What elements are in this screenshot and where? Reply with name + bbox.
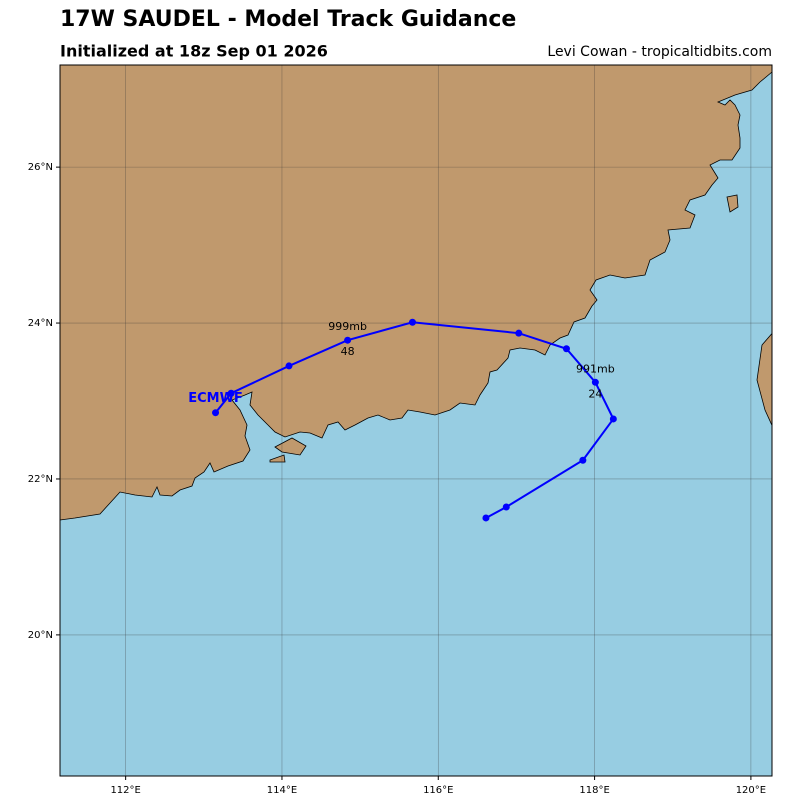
track-point	[408, 318, 416, 326]
x-tick-label: 118°E	[579, 785, 609, 796]
island	[269, 454, 286, 463]
hour-label: 48	[341, 345, 355, 358]
land	[60, 65, 772, 521]
credit: Levi Cowan - tropicaltidbits.com	[547, 44, 772, 60]
x-tick-label: 112°E	[110, 785, 140, 796]
y-tick-label: 20°N	[28, 630, 53, 641]
y-tick-label: 24°N	[28, 318, 53, 329]
x-tick-label: 116°E	[423, 785, 453, 796]
track-point	[591, 378, 599, 386]
track-point	[609, 415, 617, 423]
track-point	[579, 456, 587, 464]
x-tick-label: 120°E	[736, 785, 766, 796]
map-area: ECMWF 991mb 24 999mb 48	[60, 65, 772, 776]
hour-label: 24	[588, 387, 602, 400]
subtitle: Initialized at 18z Sep 01 2026	[60, 42, 328, 61]
track-line	[214, 321, 615, 519]
map-frame	[59, 64, 773, 777]
tracks: ECMWF 991mb 24 999mb 48	[188, 318, 617, 522]
island	[756, 332, 772, 427]
track-point	[515, 329, 523, 337]
model-label: ECMWF	[188, 391, 243, 406]
track-point	[212, 409, 220, 417]
pressure-label: 991mb	[576, 362, 615, 375]
pressure-label: 999mb	[328, 320, 367, 333]
track-point	[562, 345, 570, 353]
track-point	[227, 389, 235, 397]
x-tick-label: 114°E	[267, 785, 297, 796]
y-tick-label: 26°N	[28, 162, 53, 173]
track-point	[502, 503, 510, 511]
track-point	[285, 362, 293, 370]
track-point	[482, 514, 490, 522]
axis-labels: 112°E 114°E 116°E 118°E 120°E 20°N 22°N 24°N 26°…	[28, 162, 766, 796]
title: 17W SAUDEL - Model Track Guidance	[60, 7, 516, 32]
island	[726, 194, 739, 213]
y-tick-label: 22°N	[28, 474, 53, 485]
track-point	[344, 336, 352, 344]
island	[274, 437, 307, 456]
